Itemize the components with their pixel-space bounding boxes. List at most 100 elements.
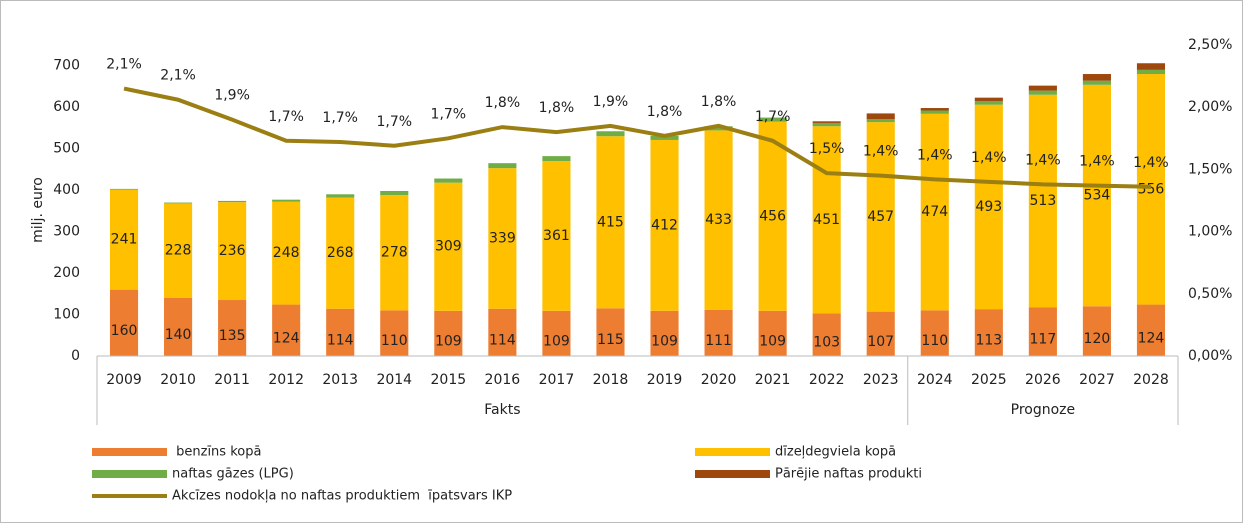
- bar: [164, 202, 193, 204]
- legend: benzīns kopā dīzeļdegviela kopā naftas gāz…: [92, 445, 922, 504]
- bar: [326, 308, 355, 356]
- x-tick-label: 2021: [755, 372, 791, 388]
- line-label: 1,5%: [809, 141, 845, 157]
- bar: [974, 309, 1003, 356]
- line-label: 1,4%: [863, 144, 899, 160]
- data-label: 278: [381, 245, 408, 261]
- y-tick-label: 500: [53, 141, 80, 157]
- legend-label: Pārējie naftas produkti: [775, 467, 922, 482]
- bar: [1136, 74, 1166, 305]
- data-label: 241: [111, 232, 138, 248]
- bar: [109, 289, 139, 356]
- data-label: 534: [1084, 188, 1111, 204]
- line-label: 1,8%: [647, 104, 683, 120]
- data-label: 412: [651, 217, 678, 233]
- line-label: 1,4%: [1025, 152, 1061, 168]
- line-label: 1,4%: [1079, 154, 1115, 170]
- bar: [866, 113, 895, 120]
- data-label: 456: [759, 208, 786, 224]
- bar: [974, 104, 1003, 310]
- legend-swatch: [695, 470, 770, 478]
- y-axis-label: milj. euro: [30, 177, 46, 243]
- bar: [920, 113, 949, 311]
- line-label: 1,7%: [268, 109, 304, 125]
- bar: [758, 121, 787, 311]
- x-tick-label: 2028: [1133, 372, 1169, 388]
- bar: [812, 126, 841, 314]
- x-tick-label: 2016: [485, 372, 521, 388]
- x-tick-label: 2025: [971, 372, 1007, 388]
- y2-tick-label: 0,50%: [1188, 286, 1232, 302]
- bar: [434, 178, 463, 183]
- bar: [272, 304, 301, 356]
- bar: [542, 156, 571, 162]
- bar: [704, 130, 733, 310]
- line-label: 1,8%: [485, 95, 521, 111]
- data-label: 115: [597, 332, 624, 348]
- y-tick-label: 200: [53, 265, 80, 281]
- x-tick-label: 2019: [647, 372, 683, 388]
- data-label: 339: [489, 230, 516, 246]
- bar: [326, 194, 355, 198]
- bar: [542, 161, 571, 311]
- legend-label: dīzeļdegviela kopā: [775, 445, 896, 460]
- data-label: 109: [759, 333, 786, 349]
- bar: [380, 310, 409, 356]
- line-label: 1,4%: [1133, 155, 1169, 171]
- bar: [1082, 306, 1111, 356]
- bar: [488, 308, 517, 356]
- y-tick-label: 0: [71, 348, 80, 364]
- bar: [1082, 80, 1111, 85]
- bar: [812, 121, 841, 123]
- x-tick-label: 2022: [809, 372, 845, 388]
- data-label: 110: [381, 333, 408, 349]
- x-tick-label: 2014: [376, 372, 412, 388]
- y2-tick-label: 0,00%: [1188, 348, 1232, 364]
- bar: [272, 201, 301, 305]
- data-label: 140: [165, 327, 192, 343]
- bar: [1028, 85, 1057, 91]
- x-tick-label: 2013: [322, 372, 358, 388]
- bar: [596, 308, 625, 356]
- line-label: 1,4%: [917, 147, 953, 163]
- bar: [920, 108, 949, 111]
- data-label: 228: [165, 243, 192, 259]
- data-label: 248: [273, 245, 300, 261]
- bar: [218, 202, 247, 301]
- line-label: 1,8%: [701, 94, 737, 110]
- bar: [758, 117, 787, 122]
- data-label: 113: [975, 333, 1002, 349]
- data-label: 268: [327, 245, 354, 261]
- x-tick-label: 2023: [863, 372, 899, 388]
- y2-tick-label: 2,00%: [1188, 99, 1232, 115]
- bar: [380, 195, 409, 311]
- data-label: 160: [111, 323, 138, 339]
- bar: [974, 97, 1003, 101]
- bar: [488, 168, 517, 309]
- bar: [1028, 307, 1057, 356]
- line-label: 1,9%: [593, 94, 629, 110]
- group-label: Fakts: [484, 402, 520, 418]
- data-label: 109: [435, 333, 462, 349]
- x-tick-label: 2009: [106, 372, 142, 388]
- bar: [650, 139, 679, 311]
- line-label: 1,9%: [214, 88, 250, 104]
- y2-tick-label: 1,00%: [1188, 224, 1232, 240]
- data-label: 117: [1030, 332, 1057, 348]
- legend-swatch: [92, 448, 167, 456]
- data-label: 124: [1138, 330, 1165, 346]
- x-tick-label: 2015: [431, 372, 467, 388]
- bar: [866, 119, 895, 123]
- x-tick-label: 2027: [1079, 372, 1115, 388]
- data-label: 433: [705, 212, 732, 228]
- line-series: [123, 86, 1152, 189]
- data-label: 107: [867, 334, 894, 350]
- legend-label: naftas gāzes (LPG): [172, 467, 294, 482]
- data-label: 309: [435, 239, 462, 255]
- bar: [488, 163, 517, 169]
- data-label: 111: [705, 333, 732, 349]
- bar: [109, 189, 139, 290]
- data-label: 110: [921, 333, 948, 349]
- line-label: 1,7%: [322, 110, 358, 126]
- legend-label: Akcīzes nodokļa no naftas produktiem īpa…: [172, 489, 512, 504]
